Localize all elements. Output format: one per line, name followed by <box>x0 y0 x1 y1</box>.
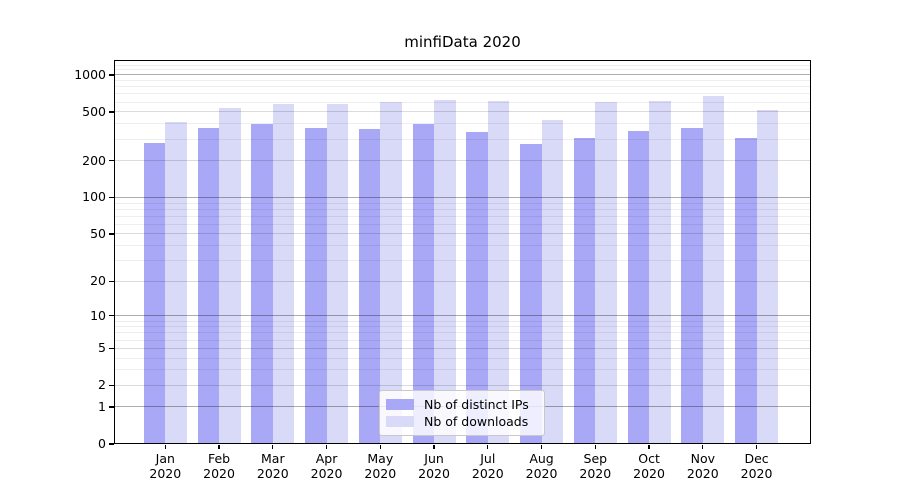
x-tick-label: Jan 2020 <box>149 451 182 481</box>
y-tick-label: 1 <box>98 398 106 414</box>
y-tick <box>109 384 114 386</box>
x-tick-label: Jul 2020 <box>471 451 504 481</box>
x-tick-label: Aug 2020 <box>525 451 558 481</box>
x-tick <box>433 444 435 449</box>
x-tick-label: Apr 2020 <box>310 451 343 481</box>
bar <box>627 131 650 444</box>
x-tick <box>594 444 596 449</box>
x-tick <box>164 444 166 449</box>
x-tick-label: Jun 2020 <box>418 451 450 481</box>
bar <box>165 122 187 444</box>
bar <box>541 119 564 444</box>
bar <box>702 96 725 444</box>
bar <box>756 109 779 444</box>
bar <box>272 103 295 444</box>
y-tick <box>109 280 114 282</box>
bar <box>735 138 757 444</box>
y-tick-label: 200 <box>82 152 106 168</box>
legend-swatch-downloads <box>386 416 414 428</box>
y-tick-label: 500 <box>82 103 106 119</box>
plot-area <box>114 60 811 444</box>
bar <box>305 127 327 444</box>
x-tick-label: May 2020 <box>364 451 397 481</box>
bar <box>520 144 542 444</box>
y-tick <box>109 160 114 162</box>
legend: Nb of distinct IPs Nb of downloads <box>379 390 545 436</box>
bar <box>573 137 596 444</box>
bar <box>380 102 402 444</box>
bar <box>649 101 671 444</box>
bar <box>219 107 241 444</box>
x-tick <box>325 444 328 449</box>
bar <box>358 128 381 444</box>
x-tick-label: Oct 2020 <box>633 451 665 481</box>
legend-label-downloads: Nb of downloads <box>424 414 529 430</box>
x-tick-label: Nov 2020 <box>686 451 719 481</box>
y-tick <box>109 74 114 76</box>
legend-entry-distinct-ips: Nb of distinct IPs <box>386 397 537 412</box>
x-tick <box>272 444 274 449</box>
legend-entry-downloads: Nb of downloads <box>386 414 537 429</box>
y-tick <box>109 111 114 113</box>
y-tick <box>109 196 114 199</box>
x-tick <box>540 444 543 449</box>
y-tick-label: 100 <box>82 189 106 205</box>
y-tick-label: 5 <box>98 340 106 356</box>
y-tick <box>109 443 114 445</box>
y-tick-label: 50 <box>90 225 106 241</box>
x-tick <box>702 444 704 449</box>
x-tick-label: Dec 2020 <box>740 451 773 481</box>
bars-layer <box>114 60 811 444</box>
x-tick <box>379 444 381 449</box>
y-tick <box>109 406 114 408</box>
bar <box>412 124 435 444</box>
bar <box>251 124 273 444</box>
y-tick <box>109 233 114 235</box>
y-tick-label: 20 <box>90 273 106 289</box>
legend-label-distinct-ips: Nb of distinct IPs <box>424 396 529 412</box>
x-tick-label: Feb 2020 <box>203 451 235 481</box>
x-tick <box>648 444 650 449</box>
bar <box>197 127 220 444</box>
y-tick <box>109 347 114 349</box>
bar <box>143 142 166 444</box>
bar <box>326 103 349 444</box>
y-tick <box>109 315 114 317</box>
legend-swatch-distinct-ips <box>386 398 414 410</box>
bar <box>434 100 456 444</box>
bar <box>681 127 703 444</box>
bar <box>595 101 617 444</box>
y-tick-label: 10 <box>90 307 106 323</box>
bar <box>466 132 488 444</box>
x-tick <box>487 444 489 449</box>
bar <box>487 101 510 444</box>
x-tick-label: Mar 2020 <box>256 451 289 481</box>
y-tick-label: 0 <box>98 436 106 451</box>
x-tick <box>218 444 220 449</box>
y-tick-label: 1000 <box>74 66 106 82</box>
y-tick-label: 2 <box>98 377 106 393</box>
x-tick-label: Sep 2020 <box>579 451 612 481</box>
x-tick <box>755 444 758 449</box>
chart-title: minfiData 2020 <box>404 33 521 51</box>
